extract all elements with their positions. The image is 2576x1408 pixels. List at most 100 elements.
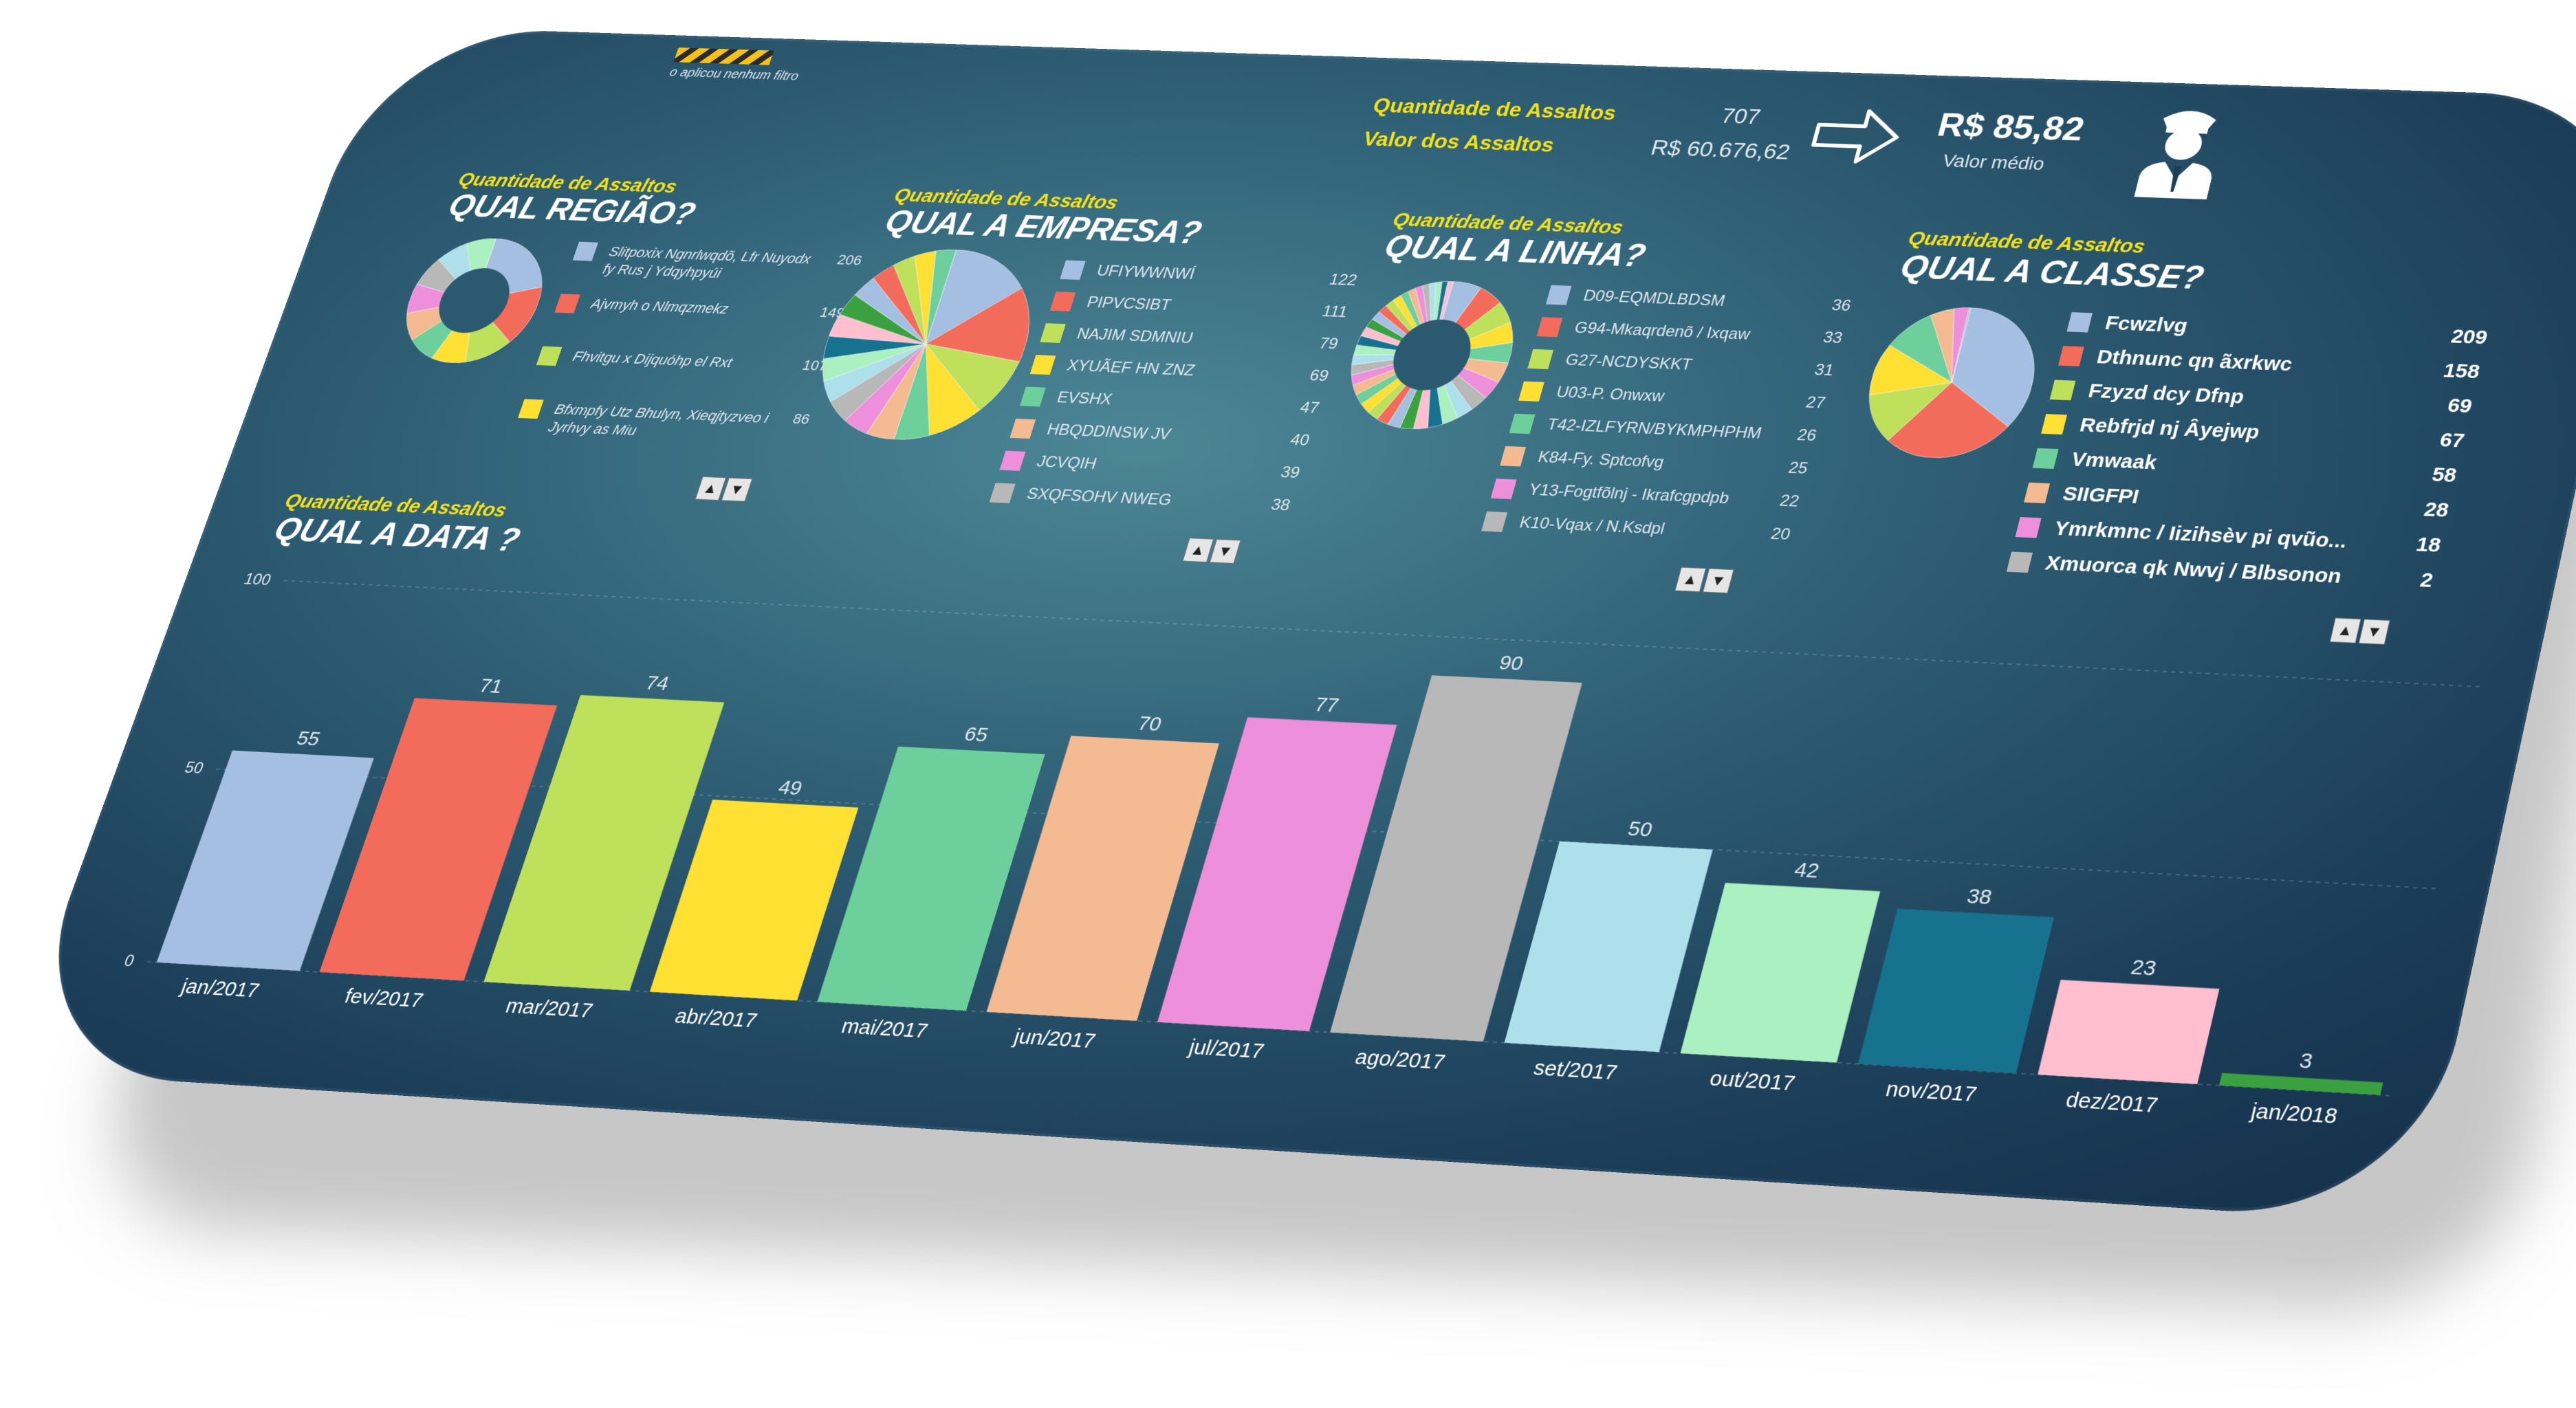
linha-legend-label: D09-EQMDLBDSM [1581,287,1811,314]
classe-legend-swatch [2050,380,2076,401]
scroll-up-icon[interactable]: ▲ [1182,538,1214,562]
empresa-legend-value: 47 [1276,398,1322,418]
classe-legend-value: 28 [2395,497,2451,522]
filter-stripe [673,47,774,65]
classe-legend-value: 158 [2427,359,2482,384]
scroll-down-icon[interactable]: ▼ [1703,569,1734,594]
classe-legend-swatch [2041,414,2067,434]
kpi-qtd-label: Quantidade de Assaltos [1371,94,1619,124]
bar-category-label: set/2017 [1531,1057,1619,1085]
empresa-scroll[interactable]: ▲ ▼ [1182,538,1241,564]
bar[interactable] [1505,842,1713,1052]
classe-legend-swatch [2033,448,2059,469]
empresa-legend-label: HBQDDINSW JV [1045,421,1271,448]
kpi-qtd-value: 707 [1718,104,1764,129]
linha-legend-swatch [1518,382,1544,402]
filter-note: o aplicou nenhum filtro [668,65,801,83]
region-scroll[interactable]: ▲ ▼ [695,476,753,502]
bar-category-label: mar/2017 [503,995,596,1022]
region-legend-swatch [573,242,598,261]
classe-legend-swatch [2024,483,2050,503]
bar-category-label: out/2017 [1707,1067,1798,1095]
bar-value-label: 90 [1496,652,1526,675]
bar-value-label: 74 [643,672,673,695]
bar-value-label: 77 [1312,694,1342,717]
classe-scroll[interactable]: ▲ ▼ [2330,617,2390,644]
empresa-legend-label: PIPVCSIBT [1084,294,1309,320]
linha-legend-value: 26 [1772,426,1819,446]
empresa-legend-label: JCVQIH [1034,453,1261,481]
region-legend-item[interactable]: Bfxmpfy Utz Bhulyn, Xieqjtyzveo i Jyrhvy… [506,399,812,465]
bar-category-label: dez/2017 [2064,1088,2160,1117]
bar-value-label: 42 [1792,859,1822,883]
region-legend-swatch [536,346,563,366]
empresa-legend-value: 39 [1256,463,1302,483]
linha-legend-label: K10-Vqax / N.Ksdpl [1517,514,1750,542]
scroll-down-icon[interactable]: ▼ [2359,619,2390,644]
empresa-legend-label: EVSHX [1055,389,1281,417]
bar-category-label: ago/2017 [1353,1046,1448,1074]
linha-legend-value: 25 [1763,458,1810,478]
classe-legend-value: 2 [2379,567,2435,593]
empresa-legend-swatch [1009,419,1036,439]
empresa-legend-swatch [990,483,1016,503]
bar-value-label: 71 [477,675,506,698]
bar-value-label: 23 [2129,956,2159,980]
bar-value-label: 70 [1135,712,1164,736]
linha-legend-swatch [1527,349,1553,369]
dashboard-card: o aplicou nenhum filtro Quantidade de As… [7,26,2576,1223]
data-bar-chart: 0 50 100 55 jan/2017 71 fev/2017 74 mar/2017 49 ab… [53,558,2508,1163]
classe-legend-swatch [2007,551,2033,573]
region-legend-label: Slitpoxix Ngnrlwqdõ, Lfr Nuyodx fy Rus j… [600,243,825,286]
classe-title: QUAL A CLASSE? [1897,248,2208,297]
scroll-down-icon[interactable]: ▼ [721,478,753,502]
empresa-legend-value: 122 [1313,270,1359,289]
bar-value-label: 50 [1626,817,1655,842]
linha-legend-label: T42-IZLFYRN/BYKMPHPHM [1545,416,1777,443]
linha-legend: D09-EQMDLBDSM 36 G94-Mkaqrdenõ / Ixqaw 33 G2… [1479,278,1855,551]
empresa-legend-value: 38 [1246,495,1292,515]
scroll-down-icon[interactable]: ▼ [1210,539,1241,564]
bar-value-label: 55 [294,727,323,750]
bar[interactable] [2038,980,2219,1084]
empresa-legend: UFIYWWNWÍ 122 PIPVCSIBT 111 NAJIM SDMNIU 79 XY… [987,254,1362,522]
empresa-title: QUAL A EMPRESA? [880,204,1205,252]
classe-legend-swatch [2015,517,2041,538]
classe-legend-value: 58 [2403,463,2459,487]
bar[interactable] [2219,1073,2383,1095]
bar-category-label: abr/2017 [672,1005,760,1033]
classe-legend: Fcwzlvg 209 Dthnunc qn ãxrkwc 158 Fzyzd dcy … [2005,305,2491,599]
bar-category-label: fev/2017 [342,985,426,1012]
bar[interactable] [1858,909,2054,1074]
bar-category-label: nov/2017 [1884,1077,1979,1106]
linha-legend-swatch [1500,446,1526,467]
scroll-up-icon[interactable]: ▲ [1674,567,1706,593]
classe-legend-value: 67 [2411,428,2466,452]
linha-legend-label: G27-NCDYSKKT [1563,351,1794,379]
empresa-legend-value: 111 [1304,302,1349,322]
bar-ytick-label: 100 [241,570,273,588]
empresa-legend-swatch [1020,386,1046,406]
bar-value-label: 3 [2297,1049,2315,1073]
region-donut-chart [389,236,560,366]
linha-donut-chart [1333,278,1531,432]
empresa-legend-swatch [1000,451,1026,471]
bar-ytick-label: 0 [122,952,137,970]
linha-legend-label: G94-Mkaqrdenõ / Ixqaw [1572,319,1803,346]
classe-legend-value: 69 [2419,393,2474,418]
bar-ytick-label: 50 [182,758,206,777]
bar[interactable] [1681,883,1881,1063]
classe-pie-chart [1852,305,2051,461]
linha-legend-label: U03-P. Onwxw [1554,384,1786,411]
empresa-legend-swatch [1050,292,1076,311]
linha-legend-swatch [1546,285,1571,305]
bar-value-label: 65 [961,723,991,747]
classe-legend-value: 209 [2434,325,2489,349]
linha-legend-value: 20 [1745,524,1792,544]
linha-scroll[interactable]: ▲ ▼ [1674,567,1734,593]
scroll-up-icon[interactable]: ▲ [2330,617,2361,643]
linha-legend-value: 36 [1807,296,1853,316]
linha-legend-label: Y13-Fogtfõlnj - Ikrafcgpdpb [1527,481,1760,509]
empresa-legend-label: SXQFSOHV NWEG [1025,485,1252,514]
linha-legend-value: 31 [1789,360,1835,380]
